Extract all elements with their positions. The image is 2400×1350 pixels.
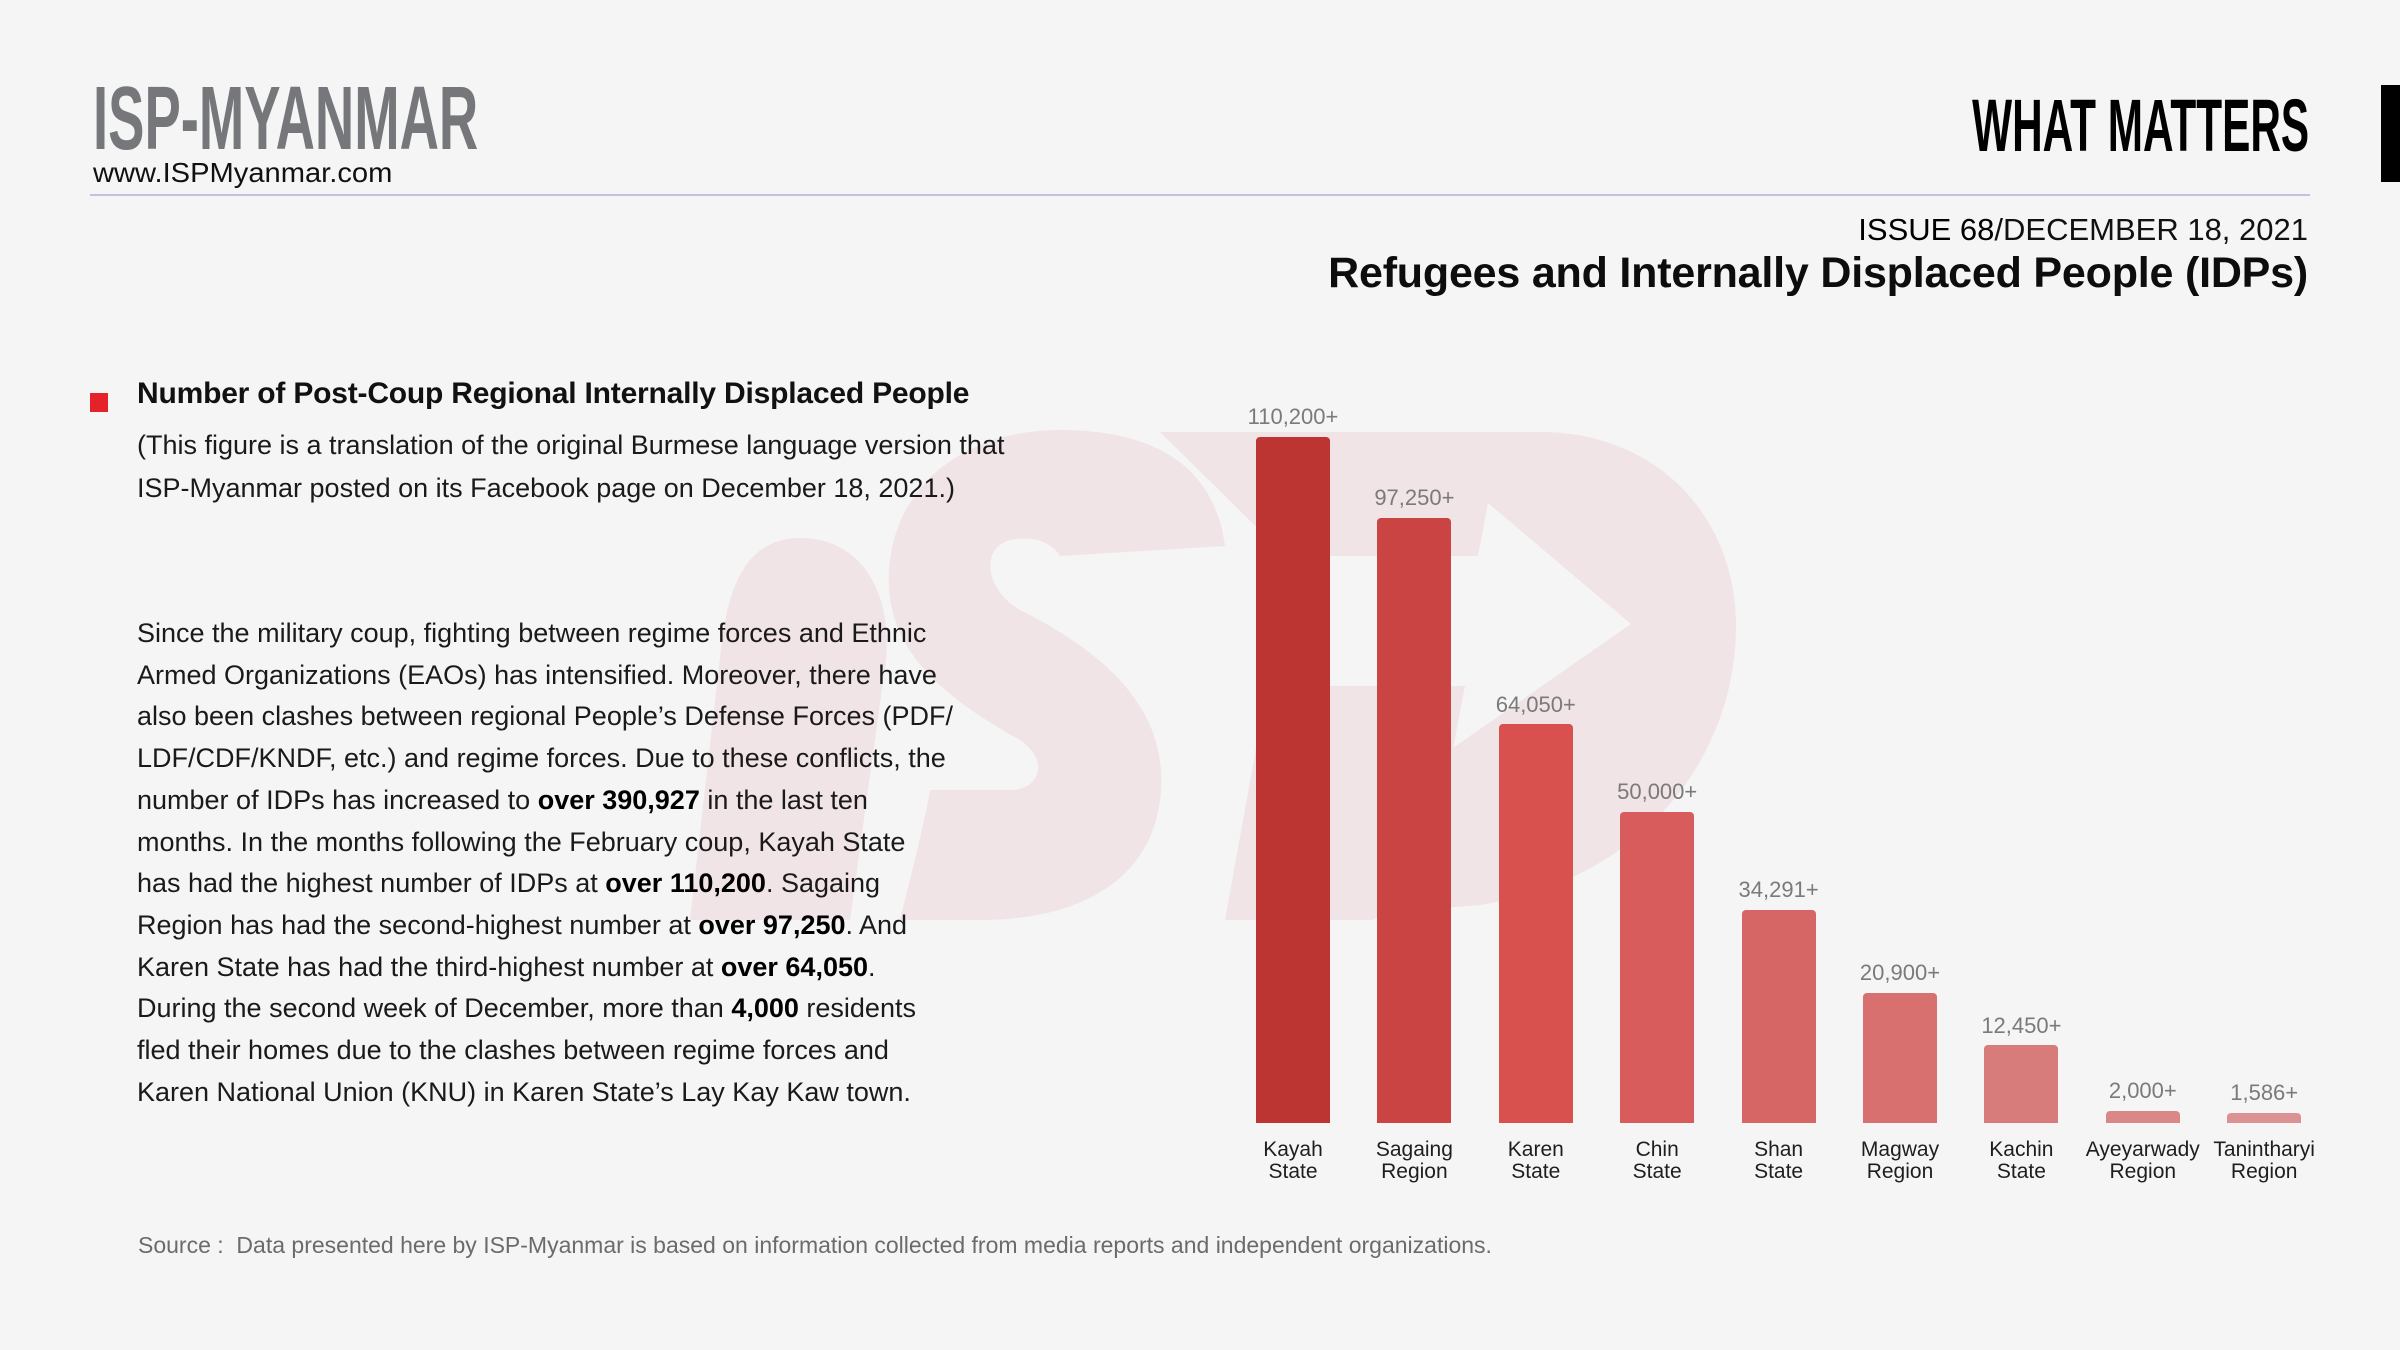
body-text-segment: Karen National Union (KNU) in Karen Stat… <box>137 1076 911 1107</box>
body-text-segment: residents <box>798 993 916 1024</box>
website-url[interactable]: www.ISPMyanmar.com <box>93 157 393 188</box>
translation-note-line: (This figure is a translation of the ori… <box>137 430 1005 460</box>
category-label-line: Shan <box>1754 1138 1804 1161</box>
source-note: Source : Data presented here by ISP-Myan… <box>138 1232 1492 1258</box>
body-highlight: over 64,050 <box>720 951 868 982</box>
brand-logo: ISP-MYANMAR <box>93 69 479 169</box>
body-text-segment: . <box>868 951 876 982</box>
category-label-line: State <box>1511 1159 1561 1183</box>
body-text-segment: has had the highest number of IDPs at <box>137 868 606 899</box>
body-text-segment: in the last ten <box>699 784 868 815</box>
body-line: has had the highest number of IDPs at ov… <box>137 863 953 905</box>
value-label: 20,900+ <box>1859 960 1941 986</box>
body-line: Karen State has had the third-highest nu… <box>137 947 953 989</box>
bar <box>2227 1113 2302 1123</box>
body-line: number of IDPs has increased to over 390… <box>137 780 953 822</box>
bar <box>1377 517 1452 1123</box>
bar <box>2105 1110 2180 1123</box>
category-label-line: State <box>1754 1159 1804 1183</box>
body-text-segment: Region has had the second-highest number… <box>137 909 699 940</box>
issue-number: ISSUE 68 <box>1858 212 1995 247</box>
category-label-line: Magway <box>1860 1138 1940 1161</box>
category-label-line: Karen <box>1507 1138 1564 1161</box>
body-text-segment: also been clashes between regional Peopl… <box>137 701 953 732</box>
translation-note: (This figure is a translation of the ori… <box>137 424 1004 510</box>
category-label: Sagaing Region <box>1376 1139 1453 1182</box>
category-label-line: Chin <box>1635 1138 1679 1161</box>
section-bullet-icon <box>90 393 108 412</box>
category-label: Chin State <box>1633 1139 1682 1182</box>
body-highlight: over 97,250 <box>698 909 846 940</box>
value-label: 1,586+ <box>2230 1080 2299 1106</box>
category-label: Tanintharyi Region <box>2213 1139 2315 1182</box>
category-label-line: Region <box>2230 1159 2298 1183</box>
body-text-segment: Karen State has had the third-highest nu… <box>137 951 721 982</box>
body-highlight: over 110,200 <box>605 868 766 899</box>
body-text-segment: Since the military coup, fighting betwee… <box>137 618 927 648</box>
bar <box>1256 437 1330 1123</box>
category-label: Karen State <box>1508 1139 1564 1182</box>
translation-note-line: ISP-Myanmar posted on its Facebook page … <box>137 473 955 503</box>
bar <box>1863 992 1937 1123</box>
value-label: 2,000+ <box>2108 1077 2177 1103</box>
category-label-line: Region <box>1381 1159 1448 1183</box>
category-label-line: Kachin <box>1989 1138 2054 1161</box>
body-text-segment: months. In the months following the Febr… <box>137 826 906 857</box>
category-label-line: Region <box>2109 1159 2177 1183</box>
page-title: Refugees and Internally Displaced People… <box>1328 249 2308 297</box>
bar <box>1984 1045 2059 1123</box>
body-text-segment: During the second week of December, more… <box>137 993 732 1024</box>
category-label: Ayeyarwady Region <box>2086 1139 2200 1182</box>
body-line: months. In the months following the Febr… <box>137 822 953 864</box>
value-label: 110,200+ <box>1247 404 1339 430</box>
value-label: 97,250+ <box>1374 485 1455 510</box>
section-heading: Number of Post-Coup Regional Internally … <box>137 377 970 410</box>
value-label: 64,050+ <box>1495 691 1576 717</box>
issue-date: /DECEMBER 18, 2021 <box>1994 212 2308 247</box>
category-label-line: Ayeyarwady <box>2085 1138 2200 1161</box>
body-line: also been clashes between regional Peopl… <box>137 696 953 738</box>
series-title: WHAT MATTERS <box>1972 84 2309 167</box>
bar <box>1498 724 1573 1123</box>
body-paragraph: Since the military coup, fighting betwee… <box>137 613 953 1113</box>
body-line: Karen National Union (KNU) in Karen Stat… <box>137 1072 953 1114</box>
category-label-line: State <box>1996 1159 2046 1183</box>
category-label-line: Kayah <box>1263 1138 1323 1161</box>
issue-line: ISSUE 68/DECEMBER 18, 2021 <box>1858 214 2308 245</box>
edge-accent-bar <box>2381 85 2400 182</box>
category-label-line: Sagaing <box>1375 1138 1453 1161</box>
body-line: Armed Organizations (EAOs) has intensifi… <box>137 655 953 697</box>
body-highlight: 4,000 <box>731 993 799 1024</box>
category-label: Kayah State <box>1263 1139 1323 1182</box>
body-text-segment: fled their homes due to the clashes betw… <box>137 1035 889 1066</box>
bar <box>1741 909 1816 1123</box>
category-label: Magway Region <box>1861 1139 1939 1182</box>
body-highlight: over 390,927 <box>537 784 700 815</box>
body-line: fled their homes due to the clashes betw… <box>137 1030 953 1072</box>
body-text-segment: LDF/CDF/KNDF, etc.) and regime forces. D… <box>137 743 946 774</box>
value-label: 34,291+ <box>1738 876 1819 902</box>
category-label: Shan State <box>1754 1139 1803 1182</box>
category-label-line: State <box>1632 1159 1682 1183</box>
body-line: Since the military coup, fighting betwee… <box>137 613 953 655</box>
header-divider <box>90 194 2310 196</box>
body-line: During the second week of December, more… <box>137 988 953 1030</box>
category-label-line: State <box>1268 1159 1318 1183</box>
category-label: Kachin State <box>1989 1139 2053 1182</box>
body-text-segment: number of IDPs has increased to <box>137 784 538 815</box>
bar <box>1620 811 1695 1123</box>
value-label: 12,450+ <box>1981 1012 2062 1038</box>
body-text-segment: Armed Organizations (EAOs) has intensifi… <box>137 659 937 690</box>
value-label: 50,000+ <box>1617 779 1698 805</box>
body-text-segment: . Sagaing <box>765 868 881 899</box>
body-line: LDF/CDF/KNDF, etc.) and regime forces. D… <box>137 738 953 780</box>
category-label-line: Region <box>1866 1159 1934 1183</box>
category-label-line: Tanintharyi <box>2213 1138 2315 1161</box>
body-line: Region has had the second-highest number… <box>137 905 953 947</box>
body-text-segment: . And <box>845 909 908 940</box>
